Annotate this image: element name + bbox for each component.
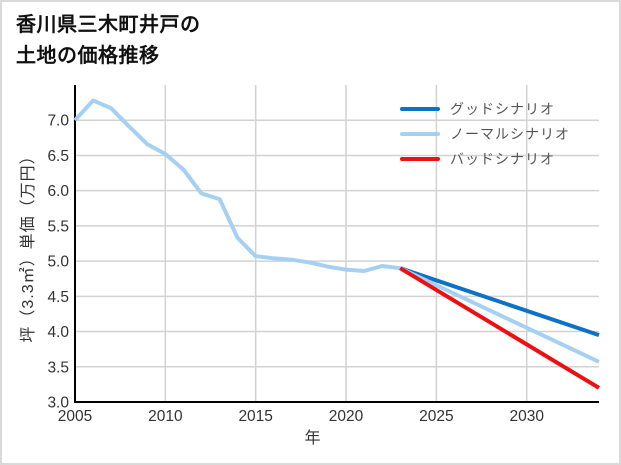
series-line-バッドシナリオ: [399, 266, 601, 390]
chart-legend: グッドシナリオ ノーマルシナリオ バッドシナリオ: [400, 96, 570, 171]
normal-scenario-line-swatch: [400, 131, 440, 136]
x-tick-label: 2030: [509, 408, 544, 425]
x-tick-label: 2025: [419, 408, 453, 425]
y-tick-label: 5.5: [47, 218, 69, 235]
series-line-ノーマルシナリオ: [399, 266, 600, 364]
legend-label-good-scenario: グッドシナリオ: [450, 100, 555, 117]
y-tick-label: 5.0: [47, 254, 69, 271]
x-tick-label: 2020: [329, 408, 364, 425]
legend-item-good-scenario: グッドシナリオ: [400, 96, 570, 121]
y-tick-label: 3.0: [47, 395, 69, 412]
x-tick-label: 2010: [148, 408, 183, 425]
y-tick-label: 6.5: [47, 148, 69, 165]
chart-title-line1: 香川県三木町井戸の: [16, 14, 201, 36]
y-tick-label: 4.5: [47, 289, 69, 306]
x-axis-label: 年: [304, 430, 321, 447]
x-tick-label: 2015: [238, 408, 272, 425]
y-tick-label: 4.0: [47, 324, 69, 341]
chart-title: 香川県三木町井戸の 土地の価格推移: [16, 10, 201, 72]
chart-title-line2: 土地の価格推移: [16, 45, 160, 67]
legend-item-bad-scenario: バッドシナリオ: [400, 146, 570, 171]
series-line-history: [73, 98, 401, 273]
legend-item-normal-scenario: ノーマルシナリオ: [400, 121, 570, 146]
y-axis-label: 坪（3.3㎡）単価（万円）: [20, 147, 37, 343]
y-tick-label: 7.0: [47, 113, 69, 130]
x-tick-label: 2005: [58, 408, 92, 425]
legend-label-normal-scenario: ノーマルシナリオ: [450, 125, 570, 142]
legend-label-bad-scenario: バッドシナリオ: [450, 150, 555, 167]
series-line-グッドシナリオ: [399, 266, 600, 337]
good-scenario-line-swatch: [400, 106, 440, 111]
y-tick-label: 3.5: [47, 359, 69, 376]
bad-scenario-line-swatch: [400, 156, 440, 161]
y-tick-label: 6.0: [47, 183, 69, 200]
